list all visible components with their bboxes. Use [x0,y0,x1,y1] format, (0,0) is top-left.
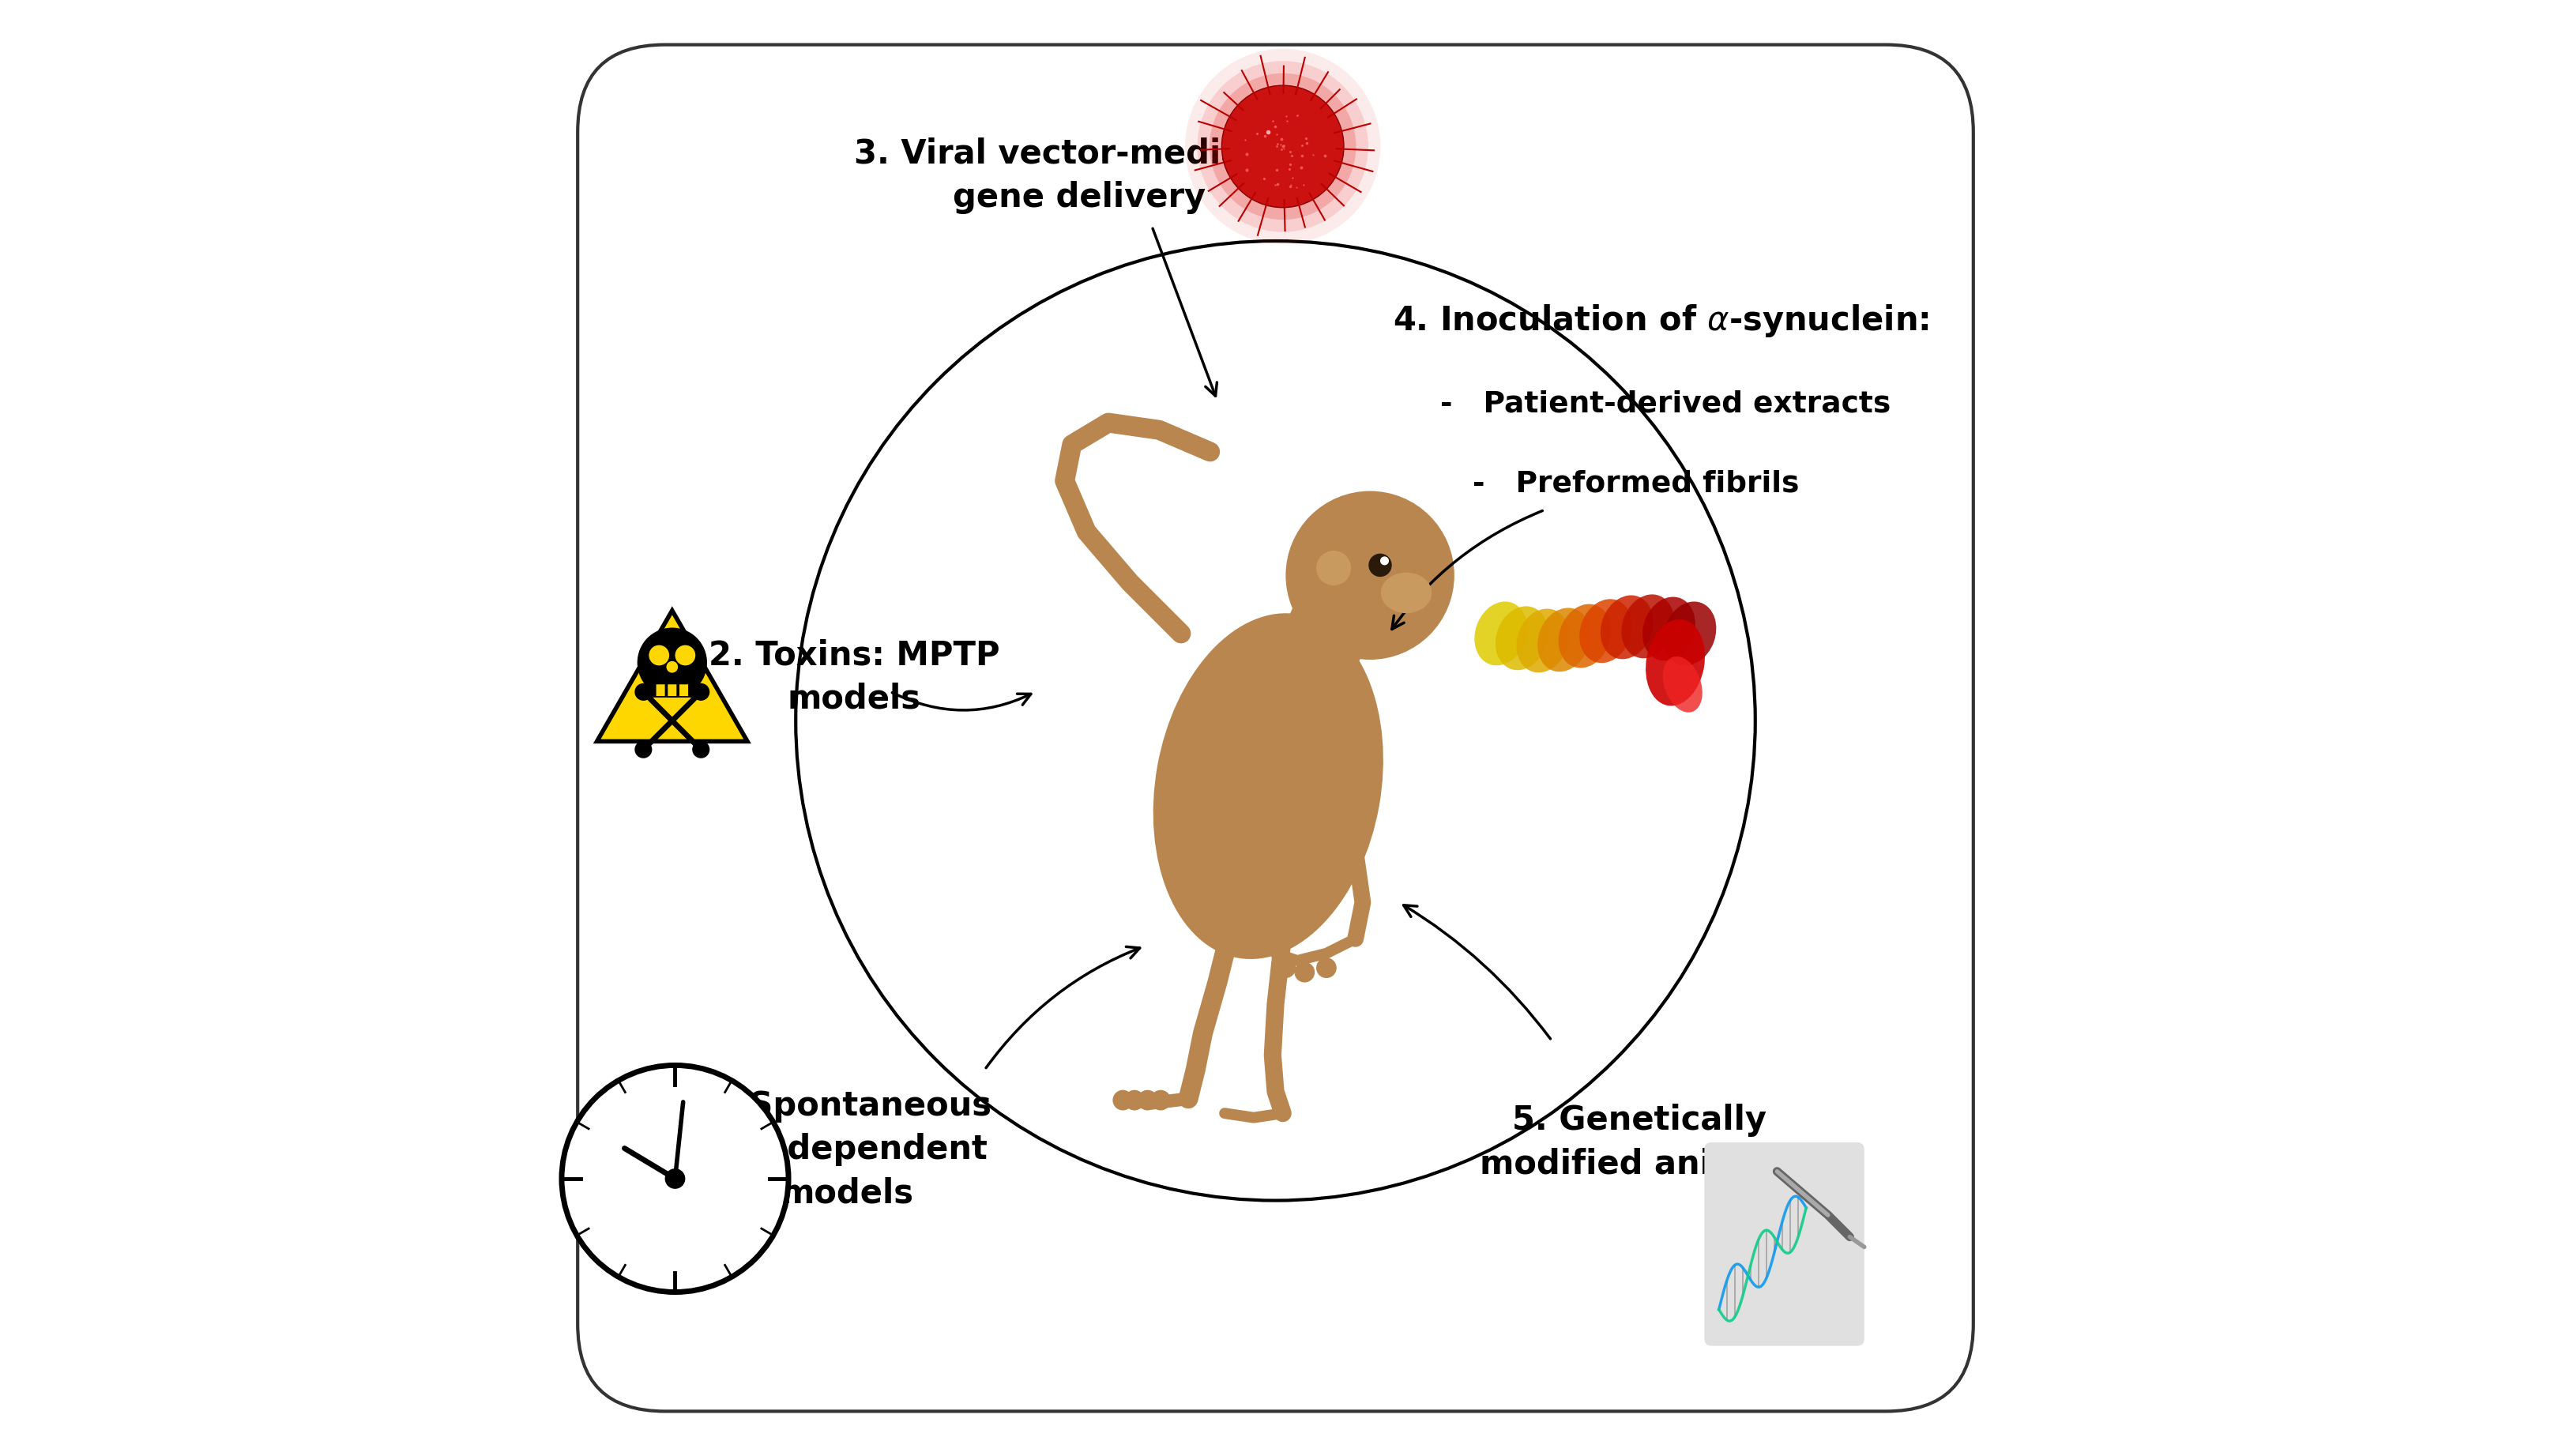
Circle shape [561,1066,788,1291]
Text: 2. Toxins: MPTP
models: 2. Toxins: MPTP models [709,639,1000,715]
Circle shape [691,683,709,700]
Circle shape [635,741,653,759]
Circle shape [1138,1091,1158,1111]
Circle shape [1316,550,1352,585]
Text: 3. Viral vector-mediated
gene delivery: 3. Viral vector-mediated gene delivery [855,137,1304,214]
Circle shape [691,741,709,759]
Ellipse shape [1663,601,1717,665]
Circle shape [1304,539,1362,597]
FancyBboxPatch shape [679,684,689,696]
Ellipse shape [1538,607,1589,671]
Text: 5. Genetically
modified animals: 5. Genetically modified animals [1480,1104,1798,1181]
Ellipse shape [1153,613,1383,960]
Circle shape [635,683,653,700]
Ellipse shape [1559,604,1612,668]
Circle shape [638,628,707,697]
FancyBboxPatch shape [1704,1143,1865,1345]
Ellipse shape [1622,594,1673,658]
Ellipse shape [1599,596,1653,660]
Circle shape [1112,1091,1133,1111]
Circle shape [1380,556,1388,565]
Circle shape [1276,958,1296,978]
Ellipse shape [1474,601,1528,665]
Circle shape [1196,61,1367,232]
Circle shape [648,645,668,665]
Ellipse shape [1579,598,1633,662]
Ellipse shape [1663,657,1702,712]
FancyBboxPatch shape [577,45,1974,1411]
Ellipse shape [1286,582,1367,684]
Circle shape [1367,553,1393,577]
Text: -   Patient-derived extracts: - Patient-derived extracts [1439,390,1890,418]
Polygon shape [597,610,747,741]
Ellipse shape [1643,597,1696,661]
FancyBboxPatch shape [645,671,699,697]
Circle shape [1222,86,1344,208]
Circle shape [1186,50,1380,245]
Text: 1. Spontaneous
age-dependent
models: 1. Spontaneous age-dependent models [702,1089,992,1210]
Circle shape [1151,1091,1171,1111]
FancyBboxPatch shape [656,684,666,696]
Circle shape [1286,491,1454,660]
Text: 4. Inoculation of $\alpha$-synuclein:: 4. Inoculation of $\alpha$-synuclein: [1393,303,1929,339]
Ellipse shape [1495,606,1548,670]
Ellipse shape [1380,572,1431,613]
Circle shape [666,1169,686,1190]
Ellipse shape [1645,619,1704,706]
Circle shape [1316,958,1337,978]
Circle shape [1209,73,1357,220]
Circle shape [1293,962,1314,983]
Ellipse shape [1515,609,1569,673]
Circle shape [1125,1091,1145,1111]
Circle shape [666,661,679,673]
Text: -   Preformed fibrils: - Preformed fibrils [1472,469,1798,498]
Circle shape [676,645,696,665]
FancyBboxPatch shape [668,684,676,696]
